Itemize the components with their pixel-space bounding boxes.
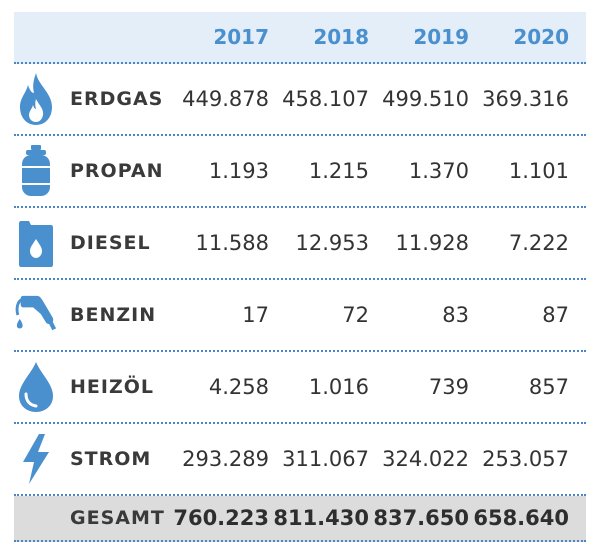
value-heizoel-2020: 857 xyxy=(528,375,569,399)
row-label-propan: PROPAN xyxy=(70,160,164,182)
table-row-heizoel: HEIZÖL 4.258 1.016 739 857 xyxy=(14,352,586,424)
jerrycan-icon xyxy=(14,208,58,278)
year-header-2017: 2017 xyxy=(213,25,269,49)
value-total-2017: 760.223 xyxy=(173,506,269,530)
value-propan-2020: 1.101 xyxy=(508,159,569,183)
value-strom-2020: 253.057 xyxy=(482,447,569,471)
value-erdgas-2019: 499.510 xyxy=(382,87,469,111)
row-label-benzin: BENZIN xyxy=(70,304,157,326)
value-strom-2018: 311.067 xyxy=(282,447,369,471)
gas-cylinder-icon xyxy=(14,136,58,206)
year-header-2020: 2020 xyxy=(513,25,569,49)
value-propan-2018: 1.215 xyxy=(308,159,369,183)
value-heizoel-2018: 1.016 xyxy=(308,375,369,399)
value-total-2018: 811.430 xyxy=(273,506,369,530)
value-total-2019: 837.650 xyxy=(373,506,469,530)
value-diesel-2018: 12.953 xyxy=(295,231,369,255)
table-row-total: GESAMT 760.223 811.430 837.650 658.640 xyxy=(14,496,586,542)
oil-drop-icon xyxy=(14,352,58,422)
value-benzin-2018: 72 xyxy=(342,303,369,327)
lightning-icon xyxy=(14,424,58,494)
row-label-strom: STROM xyxy=(70,448,152,470)
fuel-nozzle-icon xyxy=(14,280,58,350)
value-benzin-2019: 83 xyxy=(442,303,469,327)
value-diesel-2017: 11.588 xyxy=(195,231,269,255)
value-benzin-2020: 87 xyxy=(542,303,569,327)
flame-icon xyxy=(14,64,58,134)
row-label-total: GESAMT xyxy=(70,507,165,529)
table-row-propan: PROPAN 1.193 1.215 1.370 1.101 xyxy=(14,136,586,208)
value-propan-2017: 1.193 xyxy=(208,159,269,183)
year-header-2019: 2019 xyxy=(413,25,469,49)
value-erdgas-2017: 449.878 xyxy=(182,87,269,111)
row-label-diesel: DIESEL xyxy=(70,232,151,254)
value-diesel-2020: 7.222 xyxy=(508,231,569,255)
value-strom-2019: 324.022 xyxy=(382,447,469,471)
value-heizoel-2017: 4.258 xyxy=(208,375,269,399)
table-row-erdgas: ERDGAS 449.878 458.107 499.510 369.316 xyxy=(14,64,586,136)
value-heizoel-2019: 739 xyxy=(428,375,469,399)
energy-table: 2017 2018 2019 2020 ERDGAS 449.878 458.1… xyxy=(14,12,586,542)
row-label-heizoel: HEIZÖL xyxy=(70,376,154,398)
value-strom-2017: 293.289 xyxy=(182,447,269,471)
table-row-diesel: DIESEL 11.588 12.953 11.928 7.222 xyxy=(14,208,586,280)
table-header: 2017 2018 2019 2020 xyxy=(14,12,586,64)
value-total-2020: 658.640 xyxy=(473,506,569,530)
table-row-strom: STROM 293.289 311.067 324.022 253.057 xyxy=(14,424,586,496)
value-propan-2019: 1.370 xyxy=(408,159,469,183)
value-erdgas-2020: 369.316 xyxy=(482,87,569,111)
row-label-erdgas: ERDGAS xyxy=(70,88,164,110)
value-diesel-2019: 11.928 xyxy=(395,231,469,255)
value-erdgas-2018: 458.107 xyxy=(282,87,369,111)
table-row-benzin: BENZIN 17 72 83 87 xyxy=(14,280,586,352)
year-header-2018: 2018 xyxy=(313,25,369,49)
value-benzin-2017: 17 xyxy=(242,303,269,327)
